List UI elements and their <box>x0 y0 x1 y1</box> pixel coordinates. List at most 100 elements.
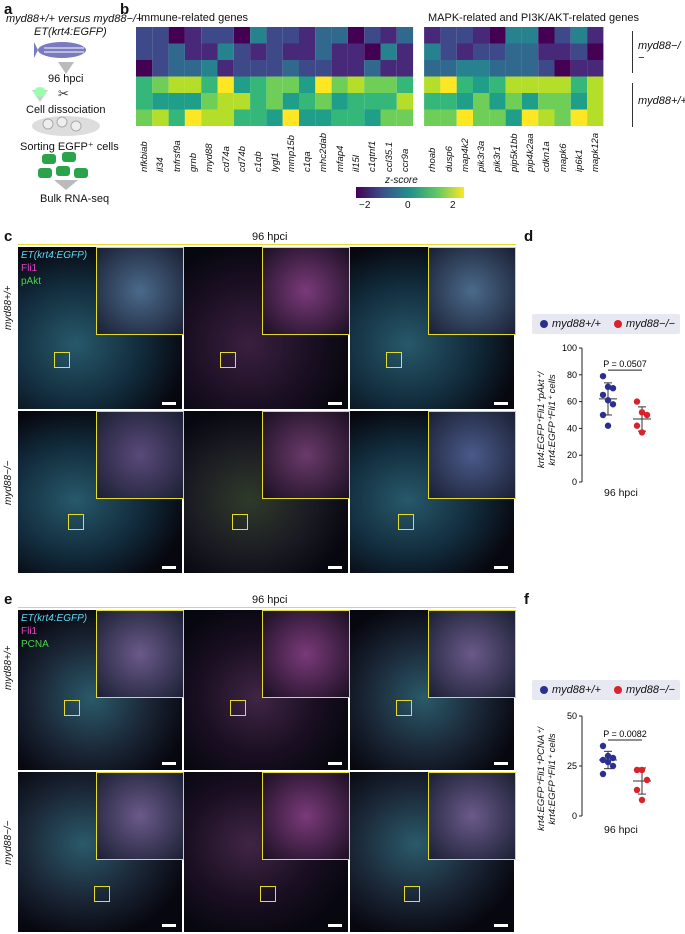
heatmap-cell <box>554 76 571 93</box>
ylabel-f: krt4:EGFP⁺Fli1⁺PCNA⁺/ krt4:EGFP⁺Fli1⁺ ce… <box>536 727 558 831</box>
heatmap-cell <box>233 43 251 60</box>
gene-label: pip4k2aa <box>525 133 537 172</box>
heatmap-cell <box>554 60 571 77</box>
gene-label: mhc2dab <box>318 132 330 172</box>
heatmap-cell <box>505 93 522 110</box>
heatmap-cell <box>184 27 202 44</box>
heatmap-cell <box>233 109 251 126</box>
scale-bar <box>162 762 176 765</box>
colorbar-title: z-score <box>385 175 418 186</box>
heatmap-cell <box>587 109 604 126</box>
heatmap-cell <box>489 93 506 110</box>
heatmap-cell <box>570 60 588 77</box>
roi-box <box>94 886 110 902</box>
heatmap-cell <box>489 27 506 44</box>
panel-c-divider <box>18 244 516 245</box>
heatmap-cell <box>201 109 218 126</box>
heatmap-cell <box>217 93 234 110</box>
gene-label: cdkn1a <box>541 141 553 172</box>
ylabel-d: krt4:EGFP⁺Fli1⁺pAkt⁺/ krt4:EGFP⁺Fli1⁺ ce… <box>536 371 558 469</box>
data-point <box>604 397 612 404</box>
heatmap-cell <box>396 93 414 110</box>
heatmap-cell <box>456 43 473 60</box>
panel-d-label: d <box>524 228 534 245</box>
heatmap-cell <box>424 93 441 110</box>
gene-label: ccr9a <box>399 148 411 172</box>
heatmap-cell <box>299 43 316 60</box>
heatmap-cell <box>587 60 604 77</box>
heatmap-cell <box>152 93 169 110</box>
heatmap-cell <box>570 109 588 126</box>
roi-box <box>54 352 70 368</box>
heatmap-cell <box>217 109 234 126</box>
gene-label: ip6k1 <box>573 149 585 172</box>
heatmap-cell <box>266 27 283 44</box>
cells-icon <box>32 116 100 136</box>
inset-c-ko-merge <box>96 411 184 499</box>
sorted-cells-icon <box>38 152 88 190</box>
y-tick-label: 40 <box>567 423 577 433</box>
scale-bar <box>162 402 176 405</box>
heatmap-cell <box>587 93 604 110</box>
heatmap-cell <box>250 60 267 77</box>
heatmap-cell <box>521 27 539 44</box>
channel-label-pcna: PCNA <box>21 639 49 650</box>
scale-bar <box>162 924 176 927</box>
heatmap-cell <box>250 109 267 126</box>
data-point <box>604 752 612 760</box>
heatmap-cell <box>299 93 316 110</box>
heatmap-cell <box>456 93 473 110</box>
heatmap-cell <box>250 27 267 44</box>
heatmap-cell <box>570 93 588 110</box>
data-point <box>638 429 646 436</box>
y-tick-label: 50 <box>567 711 577 721</box>
heatmap-cell <box>152 76 169 93</box>
data-point <box>599 391 607 399</box>
data-point <box>599 742 607 750</box>
gene-label: pik3r1 <box>492 146 504 172</box>
legend-label-ko: myd88−/− <box>626 318 675 330</box>
data-point <box>633 398 641 405</box>
heatmap-cell <box>136 60 153 77</box>
legend-dot-wt <box>540 320 548 329</box>
step-sorting: Sorting EGFP⁺ cells <box>20 141 119 153</box>
heatmap-cell <box>440 27 457 44</box>
inset-e-wt-egfp <box>428 610 516 698</box>
data-point <box>599 411 607 419</box>
ylabel-f-wrap: krt4:EGFP⁺Fli1⁺PCNA⁺/ krt4:EGFP⁺Fli1⁺ ce… <box>536 717 558 841</box>
heatmap-cell <box>424 43 441 60</box>
data-point <box>643 776 651 784</box>
row-label-ko: myd88−/− <box>3 820 14 865</box>
heatmap-cell <box>456 27 473 44</box>
pvalue-label: P = 0.0507 <box>603 359 647 369</box>
heatmap-cell <box>538 43 555 60</box>
y-tick-label: 25 <box>567 761 577 771</box>
gene-label: mfap4 <box>334 145 346 172</box>
heatmap-cell <box>315 109 332 126</box>
panel-e-divider <box>18 607 516 608</box>
ylabel-d-wrap: krt4:EGFP⁺Fli1⁺pAkt⁺/ krt4:EGFP⁺Fli1⁺ ce… <box>536 354 558 486</box>
heatmap-cell <box>396 43 414 60</box>
heatmap-cell <box>282 60 299 77</box>
heatmap-cell <box>347 76 365 93</box>
xlabel-d: 96 hpci <box>604 487 638 499</box>
gene-label: grnb <box>188 152 200 172</box>
heatmap-cell <box>424 76 441 93</box>
heatmap-cell <box>217 27 234 44</box>
heatmap-cell <box>440 76 457 93</box>
heatmap-cell <box>168 27 185 44</box>
pvalue-label: P = 0.0082 <box>603 729 647 739</box>
gene-label: mmp15b <box>285 135 297 172</box>
heatmap-cell <box>521 109 539 126</box>
heatmap-cell <box>440 60 457 77</box>
legend-dot-wt <box>540 686 548 695</box>
gene-label: ccl35.1 <box>383 141 395 172</box>
heatmap-cell <box>554 93 571 110</box>
gene-label: c1qtnf1 <box>367 140 379 172</box>
heatmap-cell <box>250 43 267 60</box>
heatmap-cell <box>347 43 365 60</box>
scale-bar <box>494 566 508 569</box>
heatmap-cell <box>347 93 365 110</box>
row-label-ko: myd88−/− <box>3 460 14 505</box>
heatmap-cell <box>266 43 283 60</box>
